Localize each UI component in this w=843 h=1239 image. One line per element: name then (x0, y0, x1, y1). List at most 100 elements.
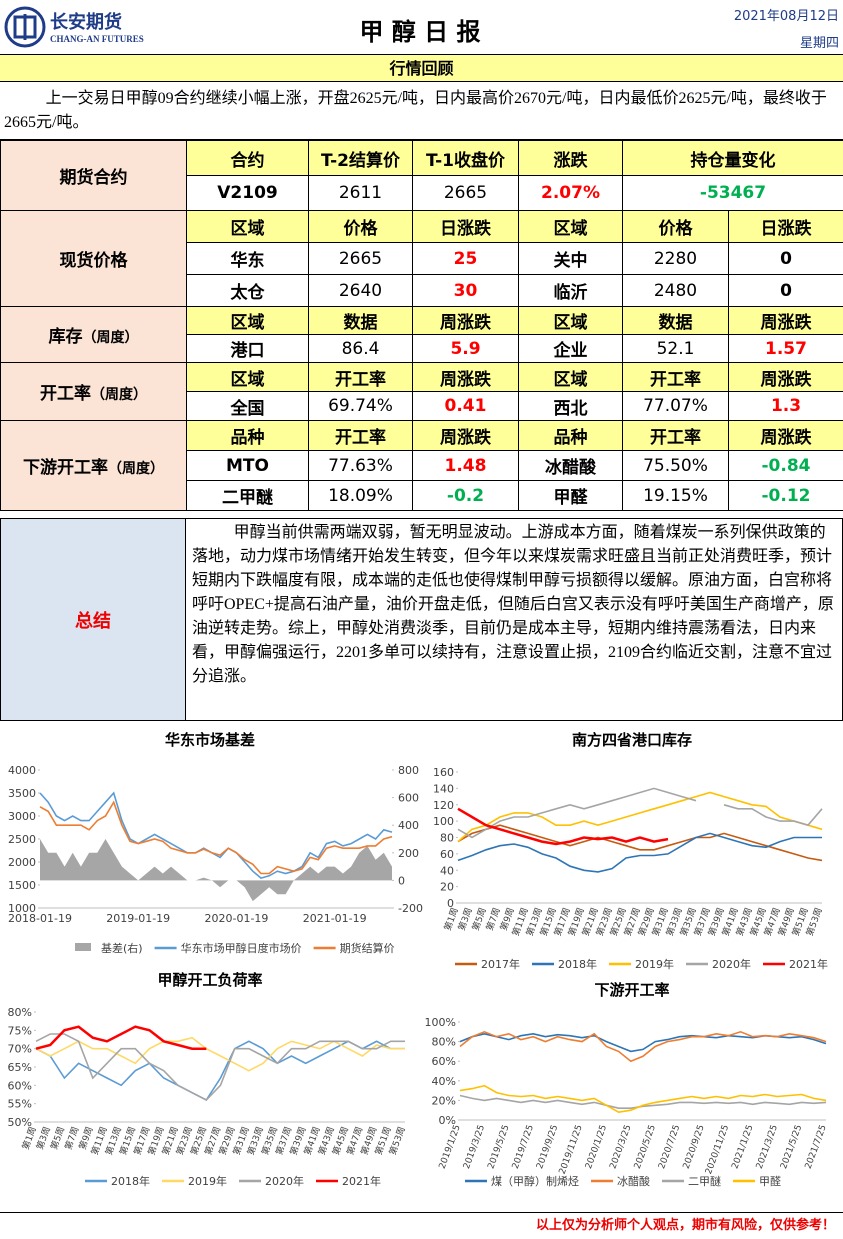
summary-label: 总结 (0, 518, 186, 721)
table-cell: 企业 (519, 335, 623, 363)
y-tick-label: 100% (425, 1016, 456, 1029)
table-cell: 0 (729, 243, 843, 275)
x-tick-label: 2019/1/25 (438, 1124, 463, 1171)
table-cell: 75.50% (623, 451, 729, 481)
legend-label: 2020年 (712, 957, 751, 971)
y2-tick-label: 400 (398, 819, 419, 832)
table-header-cell: 区域 (519, 363, 623, 392)
table-header-cell: 日涨跌 (413, 211, 519, 243)
table-cell: 2480 (623, 275, 729, 307)
table-header-cell: 周涨跌 (729, 363, 843, 392)
x-tick-label: 2021/7/25 (804, 1124, 829, 1171)
x-tick-label: 2019-01-19 (106, 912, 170, 925)
y-tick-label: 20 (440, 881, 454, 894)
y-tick-label: 80% (432, 1036, 456, 1049)
table-cell: 临沂 (519, 275, 623, 307)
review-title: 行情回顾 (0, 55, 843, 82)
review-text: 上一交易日甲醇09合约继续小幅上涨，开盘2625元/吨，日内最高价2670元/吨… (0, 83, 843, 140)
table-header-cell: 持仓量变化 (623, 141, 843, 176)
table-cell: 69.74% (309, 392, 413, 421)
table-cell: 52.1 (623, 335, 729, 363)
x-tick-label: 2021/3/25 (755, 1124, 780, 1171)
chart-title: 下游开工率 (594, 981, 669, 999)
x-tick-label: 2020/5/25 (633, 1124, 658, 1171)
table-cell: 港口 (187, 335, 309, 363)
legend-label: 基差(右) (101, 941, 143, 955)
footer: 以上仅为分析师个人观点，期市有风险，仅供参考！ (0, 1212, 843, 1238)
table-cell: 1.48 (413, 451, 519, 481)
section-sublabel: （周度） (108, 461, 164, 477)
y-tick-label: 3500 (8, 787, 36, 800)
section-label-text: 库存 (49, 327, 83, 347)
table-header-cell: 价格 (309, 211, 413, 243)
table-header-cell: 周涨跌 (729, 307, 843, 335)
table-header-cell: 涨跌 (519, 141, 623, 176)
table-cell: 2640 (309, 275, 413, 307)
table-cell: 77.07% (623, 392, 729, 421)
y-tick-label: 20% (432, 1094, 456, 1107)
table-cell: 18.09% (309, 481, 413, 511)
series-line (460, 1086, 826, 1113)
table-header-cell: 价格 (623, 211, 729, 243)
table-header-cell: 开工率 (309, 363, 413, 392)
y-tick-label: 80 (440, 832, 454, 845)
series-line (36, 1034, 405, 1100)
table-header-cell: 品种 (187, 421, 309, 451)
x-tick-label: 2019/3/25 (462, 1124, 487, 1171)
legend-label: 煤（甲醇）制烯烃 (491, 1174, 579, 1188)
legend-label: 冰醋酸 (617, 1174, 650, 1188)
series-area (40, 839, 392, 901)
y2-tick-label: 600 (398, 792, 419, 805)
table-header-cell: 区域 (519, 307, 623, 335)
table-cell: 2611 (309, 176, 413, 211)
table-cell: -53467 (623, 176, 843, 211)
legend-label: 2019年 (188, 1174, 227, 1188)
table-cell: -0.84 (729, 451, 843, 481)
x-tick-label: 2019/9/25 (535, 1124, 560, 1171)
date: 2021年08月12日 (734, 5, 839, 24)
table-cell: 二甲醚 (187, 481, 309, 511)
x-tick-label: 2021-01-19 (303, 912, 367, 925)
y-tick-label: 75% (8, 1024, 32, 1037)
y-tick-label: 1500 (8, 879, 36, 892)
x-tick-label: 2019/11/25 (558, 1124, 585, 1176)
legend-label: 二甲醚 (688, 1174, 721, 1188)
table-header-cell: 数据 (309, 307, 413, 335)
x-tick-label: 2021/5/25 (779, 1124, 804, 1171)
legend-label: 华东市场甲醇日度市场价 (181, 941, 302, 955)
table-cell: -0.2 (413, 481, 519, 511)
table-cell: 86.4 (309, 335, 413, 363)
table-header-cell: 开工率 (623, 363, 729, 392)
legend-label: 2021年 (789, 957, 828, 971)
summary-text: 甲醇当前供需两端双弱，暂无明显波动。上游成本方面，随着煤炭一系列保供政策的落地，… (186, 518, 843, 721)
x-tick-label: 2019/7/25 (511, 1124, 536, 1171)
table-cell: 0.41 (413, 392, 519, 421)
y-tick-label: 140 (433, 782, 454, 795)
y2-tick-label: 0 (398, 874, 405, 887)
table-header-cell: 周涨跌 (413, 421, 519, 451)
legend-label: 期货结算价 (340, 941, 395, 955)
header: 长安期货 CHANG-AN FUTURES 甲 醇 日 报 2021年08月12… (0, 0, 843, 55)
x-tick-label: 2020/7/25 (657, 1124, 682, 1171)
series-line (460, 1032, 826, 1061)
table-cell: 5.9 (413, 335, 519, 363)
title: 甲 醇 日 报 (250, 12, 590, 47)
section-label: 库存（周度） (1, 307, 187, 363)
table-header-cell: 开工率 (309, 421, 413, 451)
series-line (460, 1096, 826, 1109)
y-tick-label: 80% (8, 1006, 32, 1019)
table-cell: V2109 (187, 176, 309, 211)
legend-swatch (75, 943, 91, 951)
table-row: 库存（周度）区域数据周涨跌区域数据周涨跌 (1, 307, 843, 335)
legend-label: 2021年 (342, 1174, 381, 1188)
table-header-cell: 日涨跌 (729, 211, 843, 243)
table-header-cell: 区域 (187, 363, 309, 392)
x-tick-label: 2020-01-19 (204, 912, 268, 925)
table-cell: 甲醛 (519, 481, 623, 511)
table-header-cell: 周涨跌 (413, 363, 519, 392)
table-cell: 2665 (413, 176, 519, 211)
table-cell: 0 (729, 275, 843, 307)
table-row: 下游开工率（周度）品种开工率周涨跌品种开工率周涨跌 (1, 421, 843, 451)
section-label-text: 下游开工率 (23, 458, 108, 478)
